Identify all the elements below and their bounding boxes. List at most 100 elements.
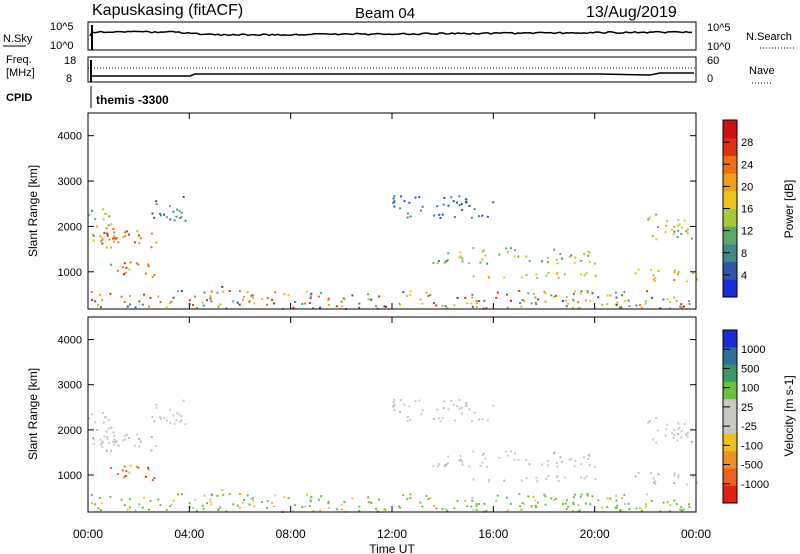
power-cell bbox=[550, 294, 553, 297]
power-cell bbox=[432, 301, 435, 304]
colorbar-tick-label: -1000 bbox=[741, 479, 769, 491]
power-cell bbox=[686, 228, 689, 231]
power-cell bbox=[586, 291, 589, 294]
velocity-cell bbox=[108, 418, 111, 421]
power-cell bbox=[117, 241, 120, 244]
power-cell bbox=[513, 255, 516, 258]
power-cell bbox=[597, 296, 600, 299]
power-cell bbox=[250, 294, 253, 297]
power-cell bbox=[666, 220, 669, 223]
velocity-cell bbox=[292, 509, 295, 512]
power-cell bbox=[421, 205, 424, 208]
power-cell bbox=[615, 303, 618, 306]
power-cell bbox=[594, 262, 597, 265]
power-cell bbox=[465, 198, 468, 201]
power-cell bbox=[580, 273, 583, 276]
velocity-cell bbox=[518, 493, 521, 496]
noise-left-tick-top: 10^5 bbox=[50, 21, 74, 33]
power-cell bbox=[151, 275, 154, 278]
colorbar-cell bbox=[723, 468, 737, 487]
power-cell bbox=[572, 293, 575, 296]
velocity-cell bbox=[409, 493, 412, 496]
velocity-cell bbox=[209, 498, 212, 501]
velocity-cell bbox=[179, 420, 182, 423]
power-cell bbox=[481, 250, 484, 253]
power-cell bbox=[475, 300, 478, 303]
velocity-cell bbox=[447, 455, 450, 458]
power-cell bbox=[327, 299, 330, 302]
velocity-cell bbox=[505, 450, 508, 453]
velocity-cell bbox=[149, 499, 152, 502]
power-cell bbox=[433, 214, 436, 217]
power-cell bbox=[169, 218, 172, 221]
colorbar-tick-label: 8 bbox=[741, 248, 747, 260]
velocity-cell bbox=[125, 433, 128, 436]
power-cell bbox=[319, 306, 322, 309]
velocity-cell bbox=[478, 418, 481, 421]
power-cell bbox=[151, 212, 154, 215]
velocity-cell bbox=[475, 503, 478, 506]
velocity-cell bbox=[673, 499, 676, 502]
power-cell bbox=[534, 296, 537, 299]
power-cell bbox=[475, 306, 478, 309]
velocity-cell bbox=[614, 506, 617, 509]
power-cell bbox=[107, 224, 110, 227]
velocity-cell bbox=[556, 475, 559, 478]
velocity-cell bbox=[399, 410, 402, 413]
power-cell bbox=[106, 234, 109, 237]
velocity-cell bbox=[106, 438, 109, 441]
power-cell bbox=[92, 234, 95, 237]
velocity-cell bbox=[468, 465, 471, 468]
velocity-cell bbox=[312, 510, 315, 513]
power-cell bbox=[137, 234, 140, 237]
velocity-cell bbox=[98, 496, 101, 499]
velocity-cell bbox=[335, 508, 338, 511]
velocity-cell bbox=[506, 454, 509, 457]
power-cell bbox=[409, 294, 412, 297]
power-cell bbox=[676, 236, 679, 239]
velocity-cell bbox=[677, 428, 680, 431]
power-cell bbox=[458, 204, 461, 207]
velocity-cell bbox=[583, 477, 586, 480]
power-cell bbox=[583, 253, 586, 256]
power-cell bbox=[583, 274, 586, 277]
velocity-cell bbox=[487, 478, 490, 481]
power-cell bbox=[114, 236, 117, 239]
velocity-cell bbox=[127, 436, 130, 439]
velocity-cell bbox=[253, 505, 256, 508]
power-cell bbox=[101, 237, 104, 240]
velocity-cell bbox=[556, 465, 559, 468]
power-cell bbox=[541, 260, 544, 263]
velocity-cell bbox=[461, 463, 464, 466]
velocity-cell bbox=[655, 417, 658, 420]
velocity-cell bbox=[351, 497, 354, 500]
velocity-cell bbox=[304, 505, 307, 508]
velocity-cell bbox=[567, 505, 570, 508]
velocity-cell bbox=[147, 468, 150, 471]
power-cell bbox=[110, 223, 113, 226]
velocity-cell bbox=[138, 503, 141, 506]
colorbar-cell bbox=[723, 416, 737, 435]
velocity-cell bbox=[635, 507, 638, 510]
colorbar-cell bbox=[723, 190, 737, 209]
power-cell bbox=[453, 304, 456, 307]
velocity-cell bbox=[283, 496, 286, 499]
power-cell bbox=[101, 238, 104, 241]
velocity-cell bbox=[594, 465, 597, 468]
velocity-cell bbox=[393, 409, 396, 412]
power-cell bbox=[481, 214, 484, 217]
cpid-value: themis -3300 bbox=[96, 93, 169, 107]
power-cell bbox=[544, 300, 547, 303]
power-cell bbox=[568, 255, 571, 258]
power-cell bbox=[88, 213, 91, 216]
velocity-cell bbox=[561, 460, 564, 463]
power-cell bbox=[588, 251, 591, 254]
velocity-cell bbox=[153, 420, 156, 423]
velocity-cell bbox=[446, 462, 449, 465]
colorbar-tick-label: -500 bbox=[741, 460, 763, 472]
velocity-cell bbox=[570, 457, 573, 460]
velocity-cell bbox=[252, 499, 255, 502]
velocity-cell bbox=[406, 420, 409, 423]
velocity-cell bbox=[367, 501, 370, 504]
power-cell bbox=[470, 302, 473, 305]
